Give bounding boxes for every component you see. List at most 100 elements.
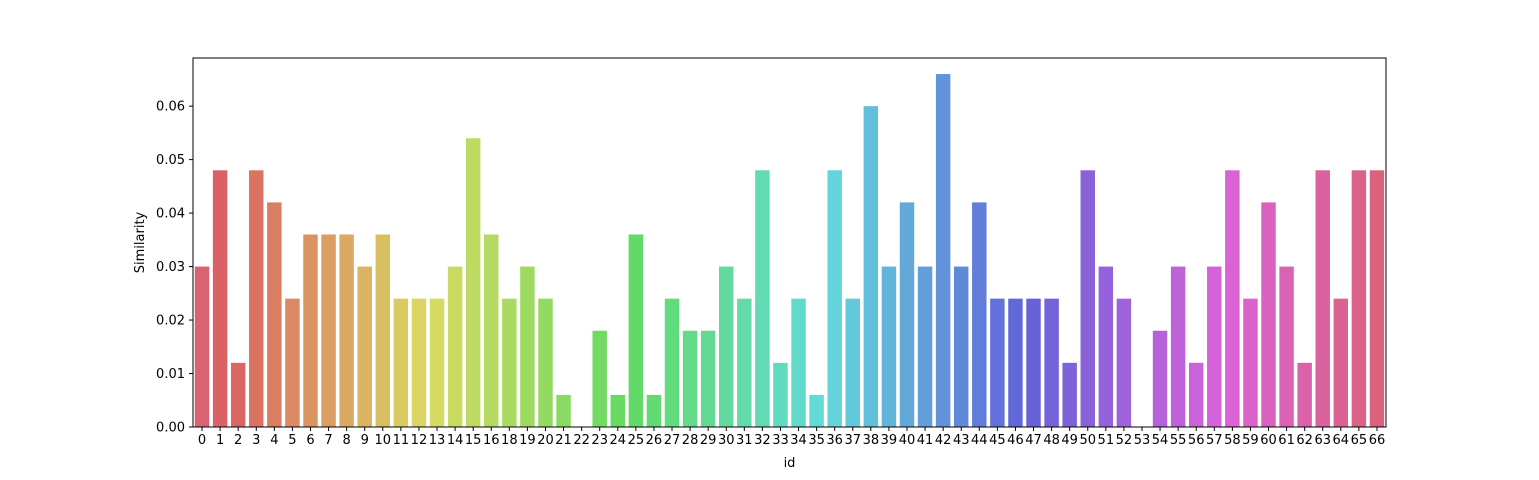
x-axis-ticks: 0 1 2 3 4 5 6 7 8 9 10 11 12 13 14 15 16 18 19 20 21 22 23 24 25… <box>198 427 1385 448</box>
bar <box>303 234 318 427</box>
bar <box>845 298 860 427</box>
x-tick-label: 22 <box>573 433 590 448</box>
x-tick-label: 48 <box>1043 433 1060 448</box>
bar <box>1116 298 1132 427</box>
bar <box>881 266 897 427</box>
bar <box>194 266 210 427</box>
x-tick-label: 36 <box>826 433 843 448</box>
x-tick-label: 26 <box>646 433 663 448</box>
x-tick-label: 3 <box>252 433 260 448</box>
x-tick-label: 21 <box>555 433 572 448</box>
x-tick-label: 0 <box>198 433 206 448</box>
bar <box>682 330 698 427</box>
x-tick-label: 4 <box>270 433 278 448</box>
x-tick-label: 46 <box>1007 433 1024 448</box>
bar <box>1243 298 1258 427</box>
x-tick-label: 13 <box>429 433 446 448</box>
x-tick-label: 18 <box>501 433 518 448</box>
bar <box>393 298 409 427</box>
x-tick-label: 32 <box>754 433 771 448</box>
bar <box>447 266 463 427</box>
x-tick-label: 34 <box>790 433 807 448</box>
bar <box>1369 170 1385 428</box>
x-tick-label: 47 <box>1025 433 1042 448</box>
x-tick-label: 64 <box>1333 433 1350 448</box>
x-tick-label: 7 <box>324 433 332 448</box>
bar <box>1351 170 1367 428</box>
bar <box>664 298 680 427</box>
x-tick-label: 19 <box>519 433 536 448</box>
x-tick-label: 44 <box>971 433 988 448</box>
bar <box>1279 266 1294 427</box>
x-tick-label: 33 <box>772 433 789 448</box>
x-tick-label: 16 <box>483 433 500 448</box>
y-axis-label: Similarity <box>133 211 148 273</box>
x-tick-label: 12 <box>411 433 428 448</box>
x-tick-label: 43 <box>953 433 970 448</box>
bar <box>827 170 842 428</box>
bar <box>339 234 354 427</box>
bar <box>863 106 879 427</box>
bar <box>429 298 445 427</box>
bar <box>249 170 264 428</box>
x-axis-label: id <box>784 456 796 471</box>
bar <box>1152 330 1168 427</box>
x-tick-label: 62 <box>1296 433 1313 448</box>
bar <box>502 298 517 427</box>
x-tick-label: 51 <box>1098 433 1115 448</box>
x-tick-label: 14 <box>447 433 464 448</box>
bar <box>520 266 535 427</box>
y-tick-label: 0.01 <box>156 367 185 382</box>
x-tick-label: 2 <box>234 433 242 448</box>
x-tick-label: 66 <box>1369 433 1386 448</box>
bar <box>285 298 300 427</box>
bar <box>538 298 553 427</box>
x-tick-label: 35 <box>808 433 825 448</box>
bar <box>755 170 770 428</box>
x-tick-label: 45 <box>989 433 1006 448</box>
bar <box>1261 202 1276 427</box>
x-tick-label: 59 <box>1242 433 1259 448</box>
x-tick-label: 52 <box>1116 433 1133 448</box>
x-tick-label: 56 <box>1188 433 1205 448</box>
x-tick-label: 9 <box>361 433 369 448</box>
bar <box>719 266 734 427</box>
x-tick-label: 28 <box>682 433 699 448</box>
bar <box>1080 170 1095 428</box>
x-tick-label: 24 <box>610 433 627 448</box>
bar <box>556 394 571 427</box>
bar <box>1008 298 1023 427</box>
x-tick-label: 30 <box>718 433 735 448</box>
y-tick-label: 0.03 <box>156 260 185 275</box>
bar <box>592 330 607 427</box>
y-axis-ticks: 0.00 0.01 0.02 0.03 0.04 0.05 0.06 <box>156 100 193 436</box>
x-tick-label: 58 <box>1224 433 1241 448</box>
x-tick-label: 20 <box>537 433 554 448</box>
bar <box>935 74 951 427</box>
bar <box>1044 298 1059 427</box>
x-tick-label: 38 <box>863 433 880 448</box>
x-tick-label: 54 <box>1152 433 1169 448</box>
bar <box>1062 362 1077 427</box>
bar <box>773 362 788 427</box>
x-tick-label: 49 <box>1061 433 1078 448</box>
bar <box>1315 170 1330 428</box>
x-tick-label: 53 <box>1134 433 1151 448</box>
x-tick-label: 39 <box>881 433 898 448</box>
bar <box>321 234 336 427</box>
bar <box>1170 266 1186 427</box>
bar <box>1026 298 1041 427</box>
bars-group <box>194 74 1385 428</box>
y-tick-label: 0.04 <box>156 207 185 222</box>
bar <box>953 266 969 427</box>
bar <box>267 202 282 427</box>
bar <box>411 298 427 427</box>
x-tick-label: 55 <box>1170 433 1187 448</box>
x-tick-label: 10 <box>375 433 392 448</box>
plot-frame <box>192 57 1387 428</box>
bar <box>1225 170 1240 428</box>
bar <box>737 298 752 427</box>
x-tick-label: 15 <box>465 433 482 448</box>
x-tick-label: 11 <box>393 433 410 448</box>
